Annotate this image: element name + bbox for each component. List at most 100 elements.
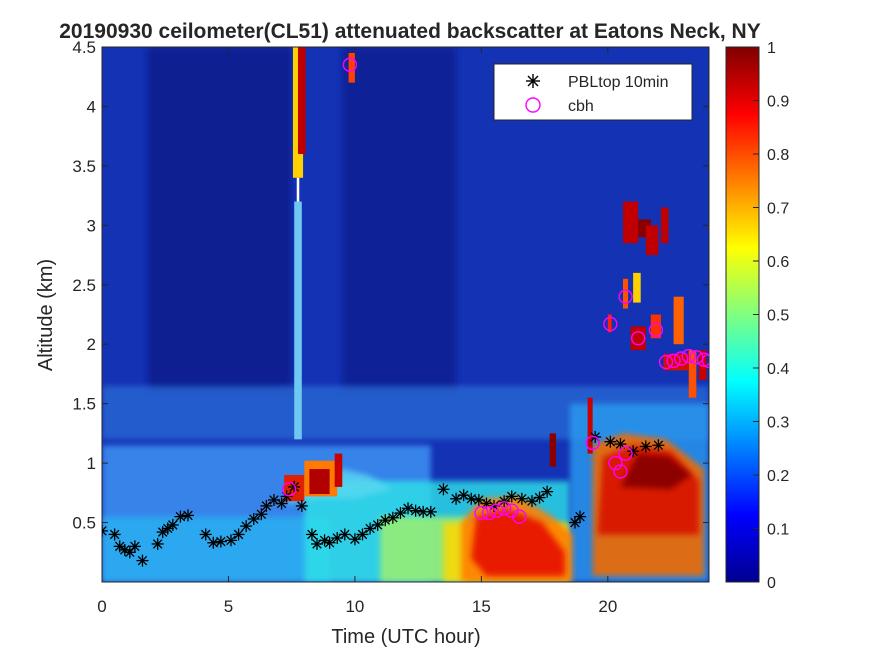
pbltop-marker [280,490,293,503]
pbltop-marker [199,528,212,541]
x-tick-label: 20 [598,597,617,616]
cbh-marker [512,509,527,524]
pbltop-marker [128,540,141,553]
pbltop-marker [379,514,392,527]
pbltop-marker [247,512,260,525]
pbltop-marker [174,510,187,523]
cbh-marker [608,455,623,471]
y-tick-label: 4.5 [72,38,96,57]
pbltop-marker [288,480,301,493]
heat-cloud [698,350,707,380]
heat-cloud [623,278,629,309]
colorbar-tick-label: 0 [767,575,776,592]
x-tick-label: 10 [345,597,364,616]
pbltop-marker [224,534,237,547]
pbltop-marker [604,435,617,448]
heat-cloud [623,201,639,244]
pbltop-marker [214,535,227,548]
heat-cloud [334,453,343,487]
pbltop-marker [260,499,273,512]
cbh-marker [618,289,633,304]
pbltop-marker [533,491,546,504]
plot-frame [101,46,710,583]
heat-cloud [607,314,612,333]
heat-cloud [660,207,669,244]
pbltop-marker [207,536,220,549]
y-tick-label: 2 [87,335,96,354]
heat-dark-band [147,47,292,392]
y-tick-label: 3.5 [72,157,96,176]
pbltop-marker [156,526,169,539]
pbltop-marker [318,534,331,547]
pbltop-marker [348,533,361,546]
pbltop-marker [402,502,415,515]
pbltop-marker [181,509,194,522]
cbh-marker [658,354,674,370]
pbltop-marker [323,536,336,549]
cbh-marker [701,353,709,369]
pbltop-marker [450,492,463,505]
pbltop-marker [136,554,149,567]
pbltop-marker [305,528,318,541]
cbh-marker [489,503,504,518]
cbh-marker [613,464,628,479]
legend: PBLtop 10min cbh [493,63,693,121]
pbltop-marker [639,440,652,453]
pbltop-marker [574,510,587,523]
colorbar-tick-label: 0.2 [767,468,789,485]
plot-area: 0 5 10 15 20 0.5 1 1.5 2 2.5 3 3.5 4 4.5 [72,38,710,616]
legend-label-cbh: cbh [568,98,594,115]
pbltop-marker [356,528,369,541]
cbh-marker [673,351,689,366]
heat-plume [471,508,565,577]
heat-cloud [309,469,330,495]
y-axis-label: Altitude (km) [35,259,57,371]
heat-cloud [630,326,646,351]
pbltop-marker [472,493,485,506]
heat-plume [620,453,692,490]
pbltop-marker [568,516,581,529]
chart-title: 20190930 ceilometer(CL51) attenuated bac… [59,20,760,43]
colorbar-tick-label: 0.6 [767,254,789,271]
heat-cloud [549,433,556,467]
pbltop-marker [614,438,627,451]
x-axis-ticks: 0 5 10 15 20 [97,47,617,616]
colorbar-tick-label: 0.1 [767,522,789,539]
pbltop-marker [255,508,268,521]
pbltop-marker [151,537,164,550]
pbltop-marker [275,497,288,510]
cbh-marker [618,446,633,461]
y-axis-ticks: 0.5 1 1.5 2 2.5 3 3.5 4 4.5 [72,38,709,533]
pbltop-marker [240,520,253,533]
x-tick-label: 0 [97,597,106,616]
heat-dark-band [342,47,457,392]
cbh-marker [281,482,297,497]
cbh-marker [666,353,681,369]
y-tick-label: 4 [87,97,96,116]
cbh-marker [630,331,646,346]
legend-circle-icon [525,97,541,113]
x-axis-label: Time (UTC hour) [331,626,480,648]
pbltop-marker [627,445,640,458]
heat-surface [102,516,330,582]
data-markers [102,57,709,567]
colorbar-tick-label: 0.4 [767,361,789,378]
pbltop-marker [437,483,450,496]
y-tick-label: 2.5 [72,276,96,295]
pbltop-marker [102,524,108,537]
y-tick-label: 0.5 [72,514,96,533]
x-tick-label: 5 [224,597,233,616]
pbltop-marker [108,528,121,541]
heat-streak [294,201,302,440]
heat-cloud [587,397,593,454]
cbh-marker [496,501,512,516]
cbh-marker [648,322,664,338]
colorbar-tick-label: 0.5 [767,308,789,325]
pbltop-marker [424,505,437,518]
pbltop-marker [371,518,384,531]
heat-cloud [650,314,661,339]
cbh-marker [696,352,709,367]
pbltop-marker [465,492,478,505]
heat-cloud [645,225,659,256]
backscatter-heatmap [102,47,709,582]
